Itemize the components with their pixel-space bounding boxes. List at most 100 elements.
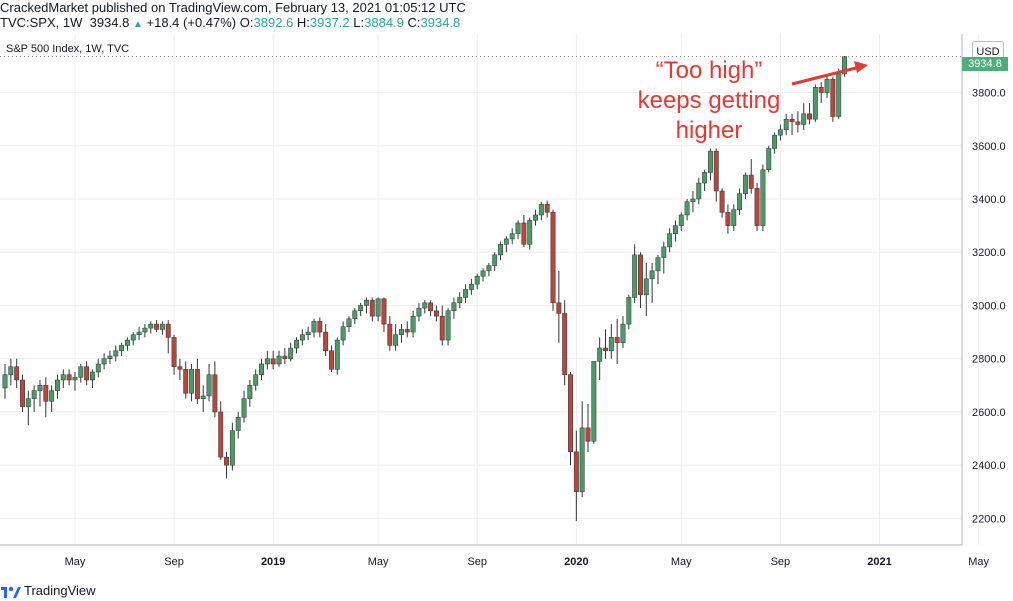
last-price-tag: 3934.8 bbox=[962, 57, 1008, 71]
candle-body bbox=[783, 118, 789, 131]
candle-body bbox=[101, 358, 107, 365]
candle-body bbox=[457, 297, 463, 304]
candle-body bbox=[241, 398, 247, 418]
candle-body bbox=[661, 246, 667, 258]
annotation-line-3: higher bbox=[675, 117, 743, 144]
candle-body bbox=[812, 86, 818, 120]
candle-body bbox=[124, 339, 130, 346]
candle-body bbox=[608, 337, 614, 351]
x-tick-label: 2021 bbox=[867, 556, 891, 568]
annotation-line-1: “Too high” bbox=[655, 57, 763, 84]
candle-body bbox=[603, 347, 608, 351]
candle-body bbox=[253, 374, 259, 386]
candle-body bbox=[276, 355, 282, 365]
candle-body bbox=[49, 390, 55, 402]
candle-body bbox=[742, 174, 748, 194]
candle-body bbox=[486, 265, 492, 272]
y-tick-label: 3600.0 bbox=[972, 141, 1006, 153]
candle-body bbox=[597, 347, 603, 362]
candle-body bbox=[428, 302, 434, 312]
candle-body bbox=[130, 334, 136, 341]
candle-body bbox=[37, 385, 43, 391]
candle-body bbox=[154, 323, 160, 330]
y-tick-label: 3400.0 bbox=[972, 194, 1006, 206]
candle-body bbox=[632, 254, 638, 298]
candle-body bbox=[731, 209, 737, 226]
candle-body bbox=[713, 150, 719, 192]
y-tick-label: 3200.0 bbox=[972, 247, 1006, 259]
candle-body bbox=[707, 150, 713, 173]
candle-body bbox=[375, 298, 381, 317]
candle-body bbox=[218, 411, 224, 458]
candle-body bbox=[655, 257, 661, 272]
candle-body bbox=[107, 355, 113, 359]
candle-body bbox=[544, 204, 550, 213]
x-tick-label: May bbox=[968, 556, 989, 568]
candle-body bbox=[14, 366, 20, 381]
low-label: L: bbox=[353, 15, 365, 30]
candle-body bbox=[725, 212, 731, 226]
candle-body bbox=[270, 358, 276, 365]
candle-body bbox=[317, 321, 323, 333]
candle-body bbox=[334, 339, 340, 370]
candle-body bbox=[568, 374, 573, 453]
candle-body bbox=[556, 302, 562, 314]
candlestick-chart[interactable]: 2200.0 2400.0 2600.0 2800.0 3000.0 3200.0 3400… bbox=[0, 34, 1013, 581]
candle-body bbox=[678, 214, 684, 226]
candle-body bbox=[72, 377, 78, 381]
candle-body bbox=[439, 315, 445, 341]
candle-body bbox=[772, 134, 778, 149]
candle-body bbox=[521, 222, 527, 245]
y-tick-label: 2600.0 bbox=[972, 407, 1006, 419]
candle-body bbox=[591, 361, 597, 442]
candle-body bbox=[294, 339, 299, 349]
high-label: H: bbox=[296, 15, 310, 30]
candle-body bbox=[387, 323, 393, 346]
candle-body bbox=[398, 329, 404, 335]
candle-body bbox=[165, 323, 171, 338]
y-tick-label: 2800.0 bbox=[972, 354, 1006, 366]
chart-title: S&P 500 Index, 1W, TVC bbox=[6, 43, 129, 55]
candle-body bbox=[119, 345, 125, 351]
candle-body bbox=[684, 201, 690, 216]
candle-body bbox=[142, 327, 148, 333]
candle-body bbox=[404, 329, 410, 333]
candle-body bbox=[358, 305, 364, 312]
candle-body bbox=[159, 323, 165, 330]
x-tick-label: 2020 bbox=[564, 556, 588, 568]
last-price: 3934.8 bbox=[89, 15, 130, 30]
candle-body bbox=[777, 129, 783, 136]
high-value: 3937.2 bbox=[309, 15, 350, 30]
candle-body bbox=[282, 355, 288, 359]
candle-body bbox=[212, 374, 218, 413]
x-tick-label: Sep bbox=[467, 556, 487, 568]
candle-body bbox=[801, 113, 807, 125]
candle-body bbox=[789, 118, 795, 123]
candle-body bbox=[527, 220, 533, 245]
x-tick-label: May bbox=[671, 556, 692, 568]
x-tick-label: Sep bbox=[164, 556, 184, 568]
candle-body bbox=[620, 323, 626, 343]
candle-body bbox=[538, 204, 544, 216]
candle-body bbox=[171, 337, 177, 367]
candle-body bbox=[445, 310, 451, 341]
candle-body bbox=[696, 182, 702, 200]
candle-body bbox=[381, 298, 387, 325]
symbol-label[interactable]: TVC:SPX, 1W bbox=[0, 15, 83, 30]
candle-body bbox=[229, 430, 235, 466]
tradingview-logo-icon bbox=[1, 586, 21, 598]
candle-body bbox=[503, 238, 509, 245]
candle-body bbox=[824, 78, 830, 93]
candle-body bbox=[95, 363, 101, 373]
close-label: C: bbox=[407, 15, 421, 30]
x-tick-label: May bbox=[368, 556, 389, 568]
candle-body bbox=[807, 113, 812, 120]
candle-body bbox=[352, 310, 358, 320]
candle-body bbox=[84, 366, 90, 381]
candle-body bbox=[235, 417, 241, 431]
published-line: CrackedMarket published on TradingView.c… bbox=[0, 0, 466, 15]
tradingview-logo-text: TradingView bbox=[24, 583, 96, 598]
candle-body bbox=[113, 350, 119, 357]
candle-body bbox=[189, 369, 195, 394]
candle-body bbox=[8, 366, 14, 375]
